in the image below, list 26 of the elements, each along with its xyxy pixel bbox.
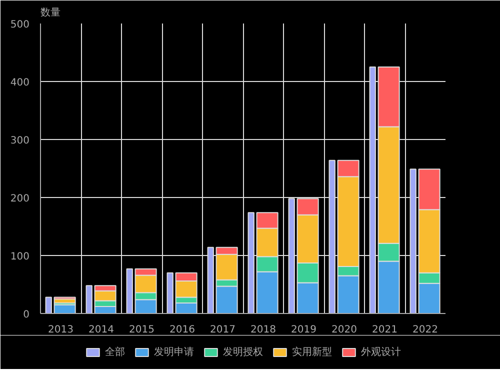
x-tick-label: 2018 bbox=[250, 324, 276, 336]
y-tick-label: 200 bbox=[10, 194, 30, 204]
bar bbox=[45, 296, 52, 314]
x-tick-label: 2020 bbox=[332, 324, 357, 336]
x-tick-label: 2015 bbox=[129, 324, 154, 336]
x-tick-label: 2016 bbox=[170, 324, 195, 336]
y-tick-label: 500 bbox=[10, 20, 30, 30]
x-tick-label: 2013 bbox=[48, 324, 74, 336]
legend-label: 实用新型 bbox=[292, 346, 332, 359]
legend-label: 全部 bbox=[105, 346, 125, 359]
y-tick-label: 100 bbox=[10, 252, 30, 262]
bar bbox=[126, 268, 133, 314]
legend-label: 外观设计 bbox=[361, 346, 401, 359]
x-tick-label: 2022 bbox=[412, 324, 438, 336]
bar bbox=[166, 272, 174, 314]
x-tick-label: 2014 bbox=[88, 324, 114, 336]
x-tick-label: 2021 bbox=[372, 324, 398, 336]
y-tick-label: 0 bbox=[23, 310, 30, 320]
y-tick-label: 400 bbox=[10, 78, 30, 88]
bar bbox=[86, 285, 92, 314]
x-tick-label: 2019 bbox=[291, 324, 316, 336]
y-tick-label: 300 bbox=[10, 136, 30, 146]
legend-label: 发明申请 bbox=[154, 346, 194, 359]
legend-label: 发明授权 bbox=[223, 346, 263, 359]
x-tick-label: 2017 bbox=[210, 324, 236, 336]
y-axis-title: 数量 bbox=[40, 8, 60, 18]
